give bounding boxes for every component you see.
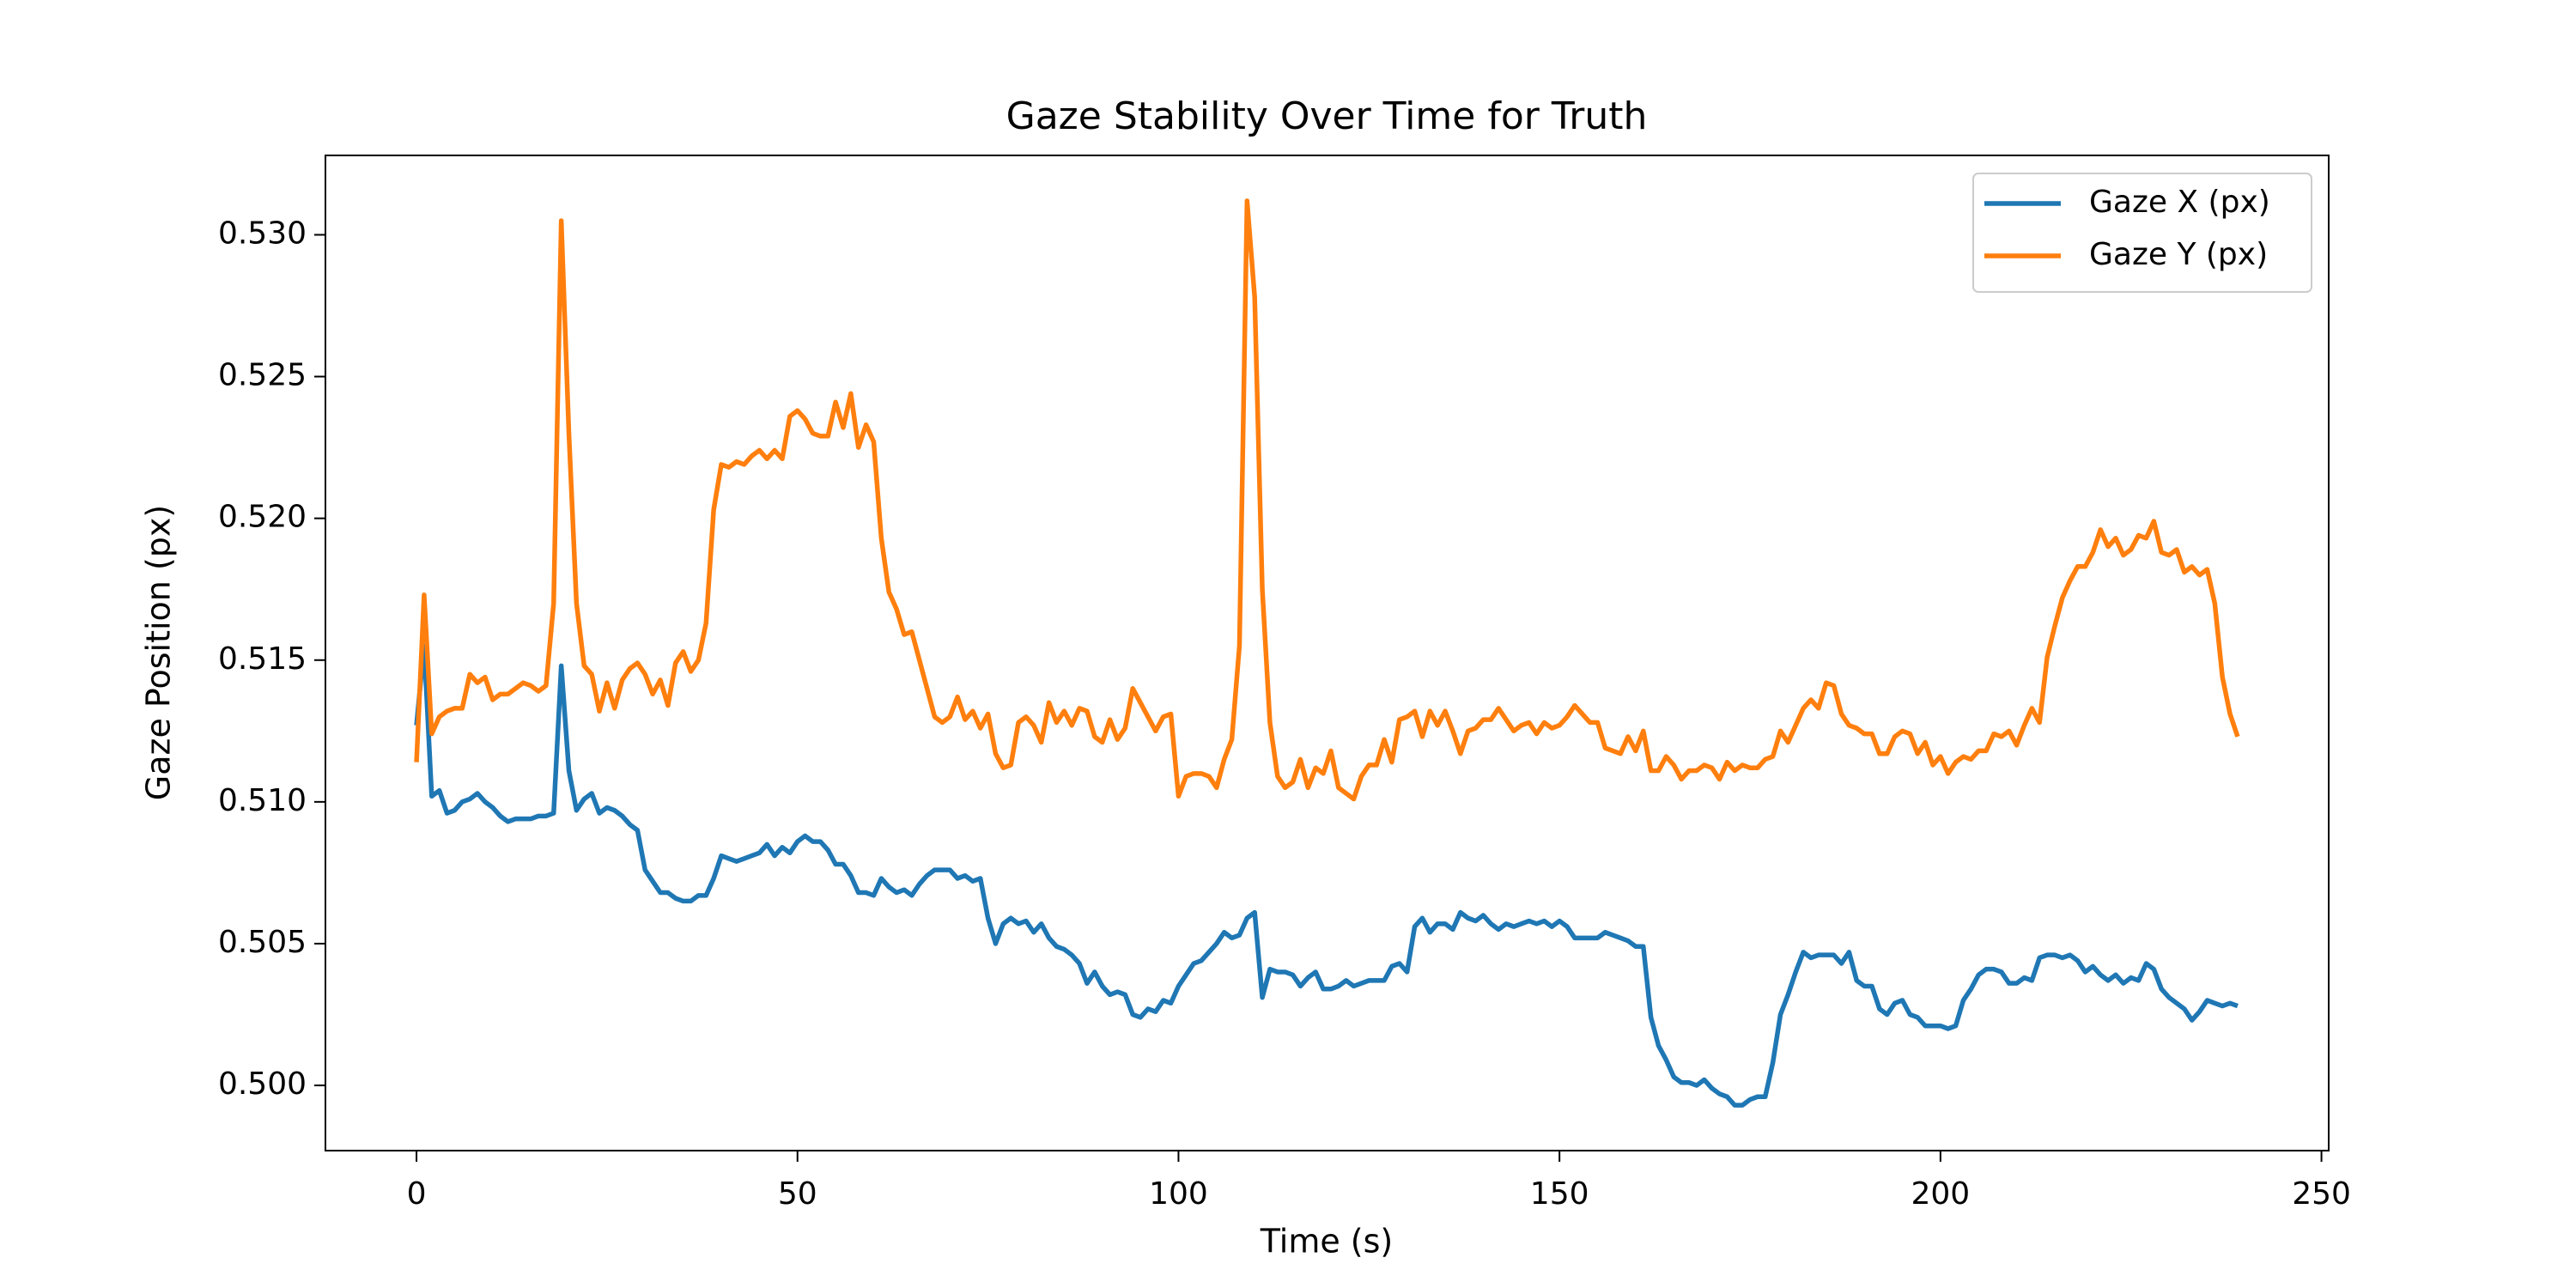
- y-tick-label: 0.530: [218, 216, 307, 251]
- x-tick-label: 250: [2292, 1176, 2351, 1212]
- y-tick-label: 0.500: [218, 1066, 307, 1102]
- x-tick-label: 50: [778, 1176, 817, 1212]
- x-tick-label: 0: [407, 1176, 427, 1212]
- x-tick-label: 150: [1530, 1176, 1589, 1212]
- x-axis-label: Time (s): [1260, 1223, 1394, 1261]
- y-axis-label: Gaze Position (px): [140, 505, 178, 800]
- x-tick-label: 200: [1911, 1176, 1971, 1212]
- y-tick-label: 0.515: [218, 641, 307, 677]
- chart-title: Gaze Stability Over Time for Truth: [1006, 94, 1648, 138]
- plot-frame: [325, 155, 2330, 1151]
- y-tick-label: 0.510: [218, 783, 307, 818]
- legend-label: Gaze X (px): [2089, 185, 2270, 220]
- y-tick-label: 0.505: [218, 925, 307, 960]
- y-tick-label: 0.525: [218, 358, 307, 393]
- y-tick-label: 0.520: [218, 500, 307, 535]
- legend-label: Gaze Y (px): [2089, 237, 2268, 272]
- x-tick-label: 100: [1149, 1176, 1208, 1212]
- series-line: [414, 198, 2240, 802]
- series-line: [414, 643, 2239, 1108]
